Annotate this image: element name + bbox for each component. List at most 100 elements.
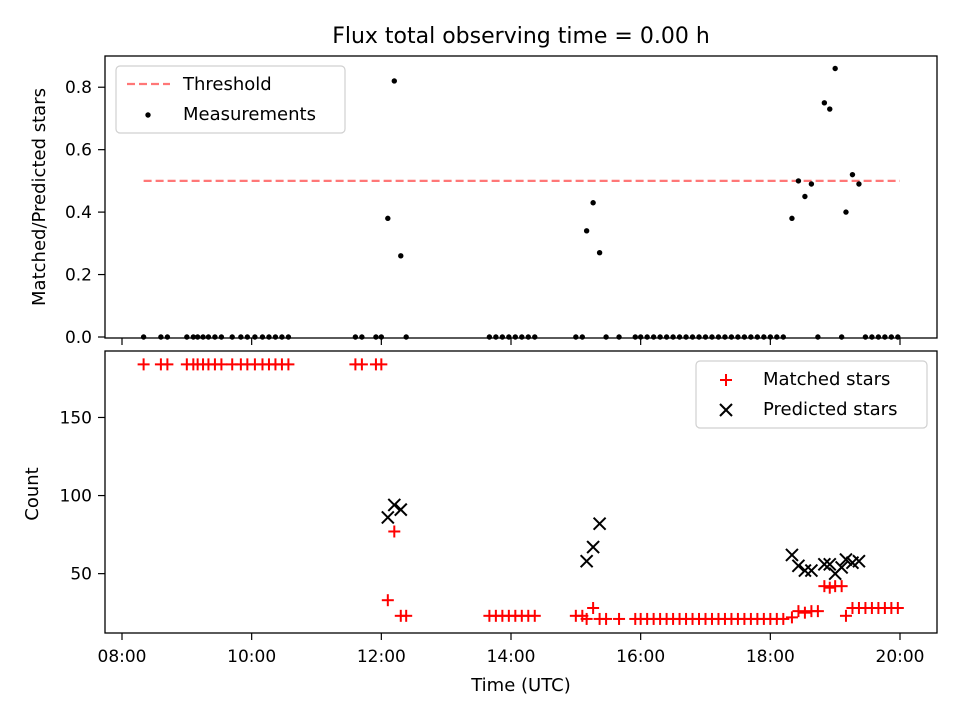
predicted-star-point bbox=[817, 557, 832, 571]
measurement-point bbox=[838, 334, 845, 340]
x-tick-label: 12:00 bbox=[357, 647, 406, 667]
measurement-point bbox=[748, 334, 754, 340]
x-tick-label: 16:00 bbox=[616, 647, 665, 667]
matched-star-point bbox=[388, 525, 401, 538]
measurement-point bbox=[815, 334, 821, 340]
measurement-point bbox=[252, 334, 258, 340]
predicted-star-point bbox=[823, 557, 837, 571]
bottom-legend: Matched stars Predicted stars bbox=[695, 360, 928, 429]
top-y-axis-label: Matched/Predicted stars bbox=[29, 88, 50, 306]
measurement-point bbox=[882, 334, 888, 340]
measurement-point bbox=[352, 334, 359, 340]
matched-star-point bbox=[215, 358, 228, 371]
matched-star-point bbox=[777, 612, 790, 625]
measurement-point bbox=[194, 334, 201, 340]
predicted-star-point bbox=[804, 563, 819, 578]
matched-star-point bbox=[381, 594, 394, 607]
measurement-point bbox=[728, 334, 735, 340]
x-tick-label: 14:00 bbox=[487, 647, 536, 667]
bottom-legend-box bbox=[695, 360, 928, 429]
top-axes-frame bbox=[104, 55, 938, 339]
measurement-point bbox=[827, 106, 833, 112]
matched-star-point bbox=[818, 580, 831, 593]
x-axis-label: Time (UTC) bbox=[470, 675, 571, 696]
bottom-plot-area bbox=[137, 358, 904, 625]
measurement-point bbox=[888, 334, 895, 340]
matched-star-point bbox=[137, 358, 150, 371]
measurement-point bbox=[722, 334, 728, 340]
measurement-point bbox=[754, 334, 761, 340]
matched-star-point bbox=[580, 612, 593, 625]
measurement-point bbox=[843, 209, 849, 215]
predicted-star-point bbox=[579, 554, 594, 568]
measurement-point bbox=[200, 334, 206, 340]
measurement-point bbox=[795, 178, 802, 184]
matched-star-point bbox=[839, 609, 852, 622]
measurement-point bbox=[862, 334, 869, 340]
predicted-star-point bbox=[381, 510, 395, 525]
predicted-star-point bbox=[834, 560, 849, 575]
matched-star-point bbox=[355, 358, 368, 371]
measurement-point bbox=[590, 200, 596, 206]
measurement-point bbox=[832, 65, 838, 72]
top-legend-box bbox=[115, 65, 346, 134]
measurement-point bbox=[683, 334, 689, 340]
measurement-point bbox=[696, 334, 702, 340]
bottom-y-tick-label: 100 bbox=[60, 487, 92, 507]
measurement-point bbox=[676, 334, 683, 340]
measurement-point bbox=[761, 334, 767, 340]
measurement-point bbox=[670, 334, 676, 340]
measurement-point bbox=[774, 334, 780, 340]
measurement-point bbox=[709, 334, 715, 340]
matched-star-point bbox=[835, 580, 848, 593]
measurement-point bbox=[373, 334, 379, 340]
matched-star-point bbox=[823, 581, 836, 594]
measurement-point bbox=[184, 334, 190, 340]
measurement-point bbox=[259, 334, 266, 340]
top-y-ticks: 0.0 0.2 0.4 0.6 0.8 bbox=[65, 78, 105, 348]
measurement-point bbox=[715, 334, 722, 340]
measurement-point bbox=[650, 334, 657, 340]
x-tick-label: 10:00 bbox=[227, 647, 276, 667]
predicted-star-point bbox=[394, 502, 408, 517]
measurement-point bbox=[205, 334, 212, 340]
measurement-point bbox=[579, 334, 586, 340]
x-tick-label: 20:00 bbox=[876, 647, 925, 667]
matched-star-point bbox=[785, 611, 798, 624]
x-tick-label: 08:00 bbox=[98, 647, 147, 667]
measurement-point bbox=[689, 334, 696, 340]
measurement-point bbox=[403, 334, 409, 340]
measurement-point bbox=[519, 334, 525, 340]
measurement-point bbox=[808, 181, 815, 187]
measurement-point bbox=[583, 228, 590, 234]
measurement-point bbox=[821, 100, 828, 106]
measurement-point bbox=[637, 334, 644, 340]
matched-star-point bbox=[613, 612, 626, 625]
measurement-point bbox=[244, 334, 251, 340]
matched-star-point bbox=[400, 609, 413, 622]
measurement-point bbox=[378, 334, 385, 340]
bottom-y-axis-label: Count bbox=[22, 467, 43, 520]
measurement-point bbox=[212, 334, 218, 340]
top-y-tick-label: 0.6 bbox=[65, 141, 92, 161]
measurement-point bbox=[663, 334, 670, 340]
measurement-point bbox=[279, 334, 285, 340]
measurement-point bbox=[596, 250, 603, 256]
measurement-point bbox=[802, 193, 808, 200]
bottom-axes-frame bbox=[104, 350, 938, 634]
measurement-point bbox=[164, 334, 171, 340]
top-y-tick-label: 0.2 bbox=[65, 266, 92, 286]
matched-star-point bbox=[161, 358, 174, 371]
matched-star-point bbox=[792, 605, 805, 618]
top-legend: Threshold Measurements bbox=[115, 65, 346, 134]
predicted-star-point bbox=[785, 548, 799, 562]
measurement-point bbox=[499, 334, 506, 340]
predicted-legend-swatch bbox=[719, 403, 733, 417]
measurement-point bbox=[780, 334, 786, 340]
measurement-point bbox=[525, 334, 531, 340]
measurement-point bbox=[616, 334, 622, 340]
measurement-point bbox=[767, 334, 774, 340]
matched-star-point bbox=[587, 602, 600, 615]
top-y-tick-label: 0.4 bbox=[65, 203, 92, 223]
measurement-point bbox=[238, 334, 244, 340]
